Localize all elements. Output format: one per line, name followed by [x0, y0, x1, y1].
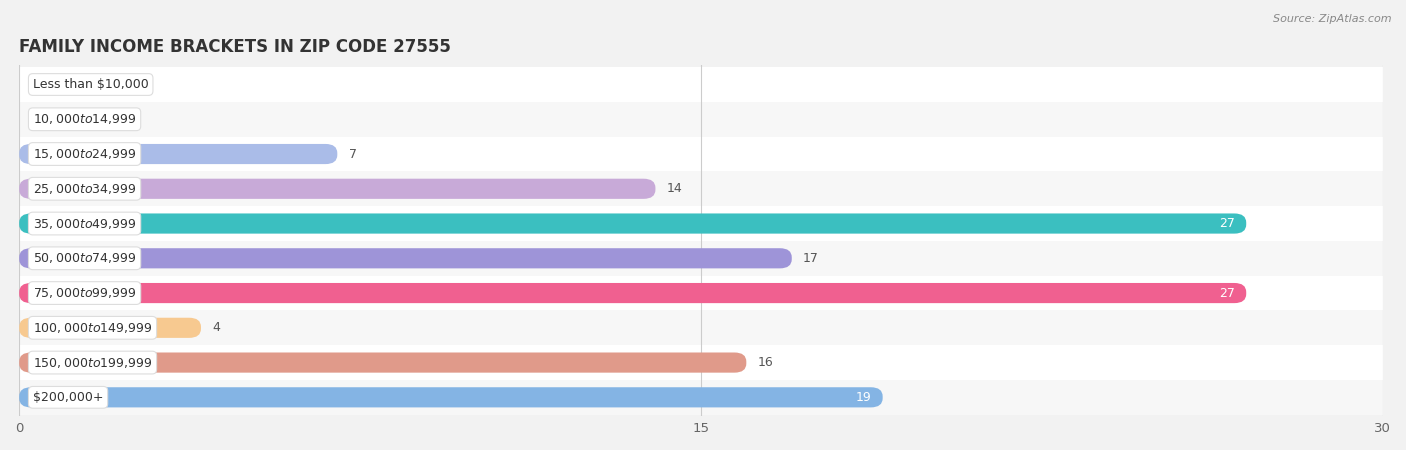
Text: 14: 14 [666, 182, 682, 195]
FancyBboxPatch shape [20, 248, 792, 268]
Bar [20, 276, 1382, 310]
FancyBboxPatch shape [20, 283, 1246, 303]
Text: 4: 4 [212, 321, 221, 334]
Text: $50,000 to $74,999: $50,000 to $74,999 [32, 251, 136, 266]
FancyBboxPatch shape [20, 387, 883, 407]
Text: $15,000 to $24,999: $15,000 to $24,999 [32, 147, 136, 161]
FancyBboxPatch shape [20, 213, 1246, 234]
Text: $10,000 to $14,999: $10,000 to $14,999 [32, 112, 136, 126]
Text: Less than $10,000: Less than $10,000 [32, 78, 149, 91]
Text: FAMILY INCOME BRACKETS IN ZIP CODE 27555: FAMILY INCOME BRACKETS IN ZIP CODE 27555 [20, 37, 451, 55]
Bar [20, 171, 1382, 206]
FancyBboxPatch shape [20, 179, 655, 199]
Text: 7: 7 [349, 148, 357, 161]
Text: $75,000 to $99,999: $75,000 to $99,999 [32, 286, 136, 300]
Text: $100,000 to $149,999: $100,000 to $149,999 [32, 321, 152, 335]
FancyBboxPatch shape [20, 318, 201, 338]
Text: 19: 19 [855, 391, 872, 404]
Bar [20, 137, 1382, 171]
Text: $200,000+: $200,000+ [32, 391, 103, 404]
Text: 27: 27 [1219, 217, 1234, 230]
Bar [20, 380, 1382, 415]
Bar [20, 310, 1382, 345]
Bar [20, 102, 1382, 137]
Text: $150,000 to $199,999: $150,000 to $199,999 [32, 356, 152, 369]
Text: 0: 0 [31, 113, 38, 126]
Text: 27: 27 [1219, 287, 1234, 300]
Text: $35,000 to $49,999: $35,000 to $49,999 [32, 216, 136, 230]
Bar [20, 241, 1382, 276]
FancyBboxPatch shape [20, 352, 747, 373]
FancyBboxPatch shape [20, 144, 337, 164]
Text: Source: ZipAtlas.com: Source: ZipAtlas.com [1274, 14, 1392, 23]
Bar [20, 345, 1382, 380]
Text: $25,000 to $34,999: $25,000 to $34,999 [32, 182, 136, 196]
Bar [20, 67, 1382, 102]
Text: 17: 17 [803, 252, 820, 265]
Bar [20, 206, 1382, 241]
Text: 16: 16 [758, 356, 773, 369]
Text: 0: 0 [31, 78, 38, 91]
